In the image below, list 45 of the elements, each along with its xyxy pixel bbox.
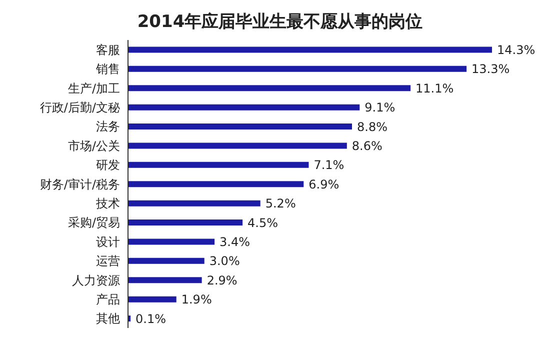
y-tick-label: 行政/后勤/文秘 xyxy=(40,100,120,114)
data-label: 6.9% xyxy=(308,177,340,192)
y-tick-label: 生产/加工 xyxy=(68,81,120,96)
bar xyxy=(128,296,176,302)
data-label: 3.0% xyxy=(209,254,240,268)
bar xyxy=(128,181,304,188)
bar xyxy=(128,124,352,130)
data-label: 4.5% xyxy=(248,216,278,230)
bar xyxy=(128,220,243,226)
bar xyxy=(128,238,215,245)
y-tick-label: 人力资源 xyxy=(72,273,120,288)
data-label: 11.1% xyxy=(416,81,454,96)
chart-title: 2014年应届毕业生最不愿从事的岗位 xyxy=(136,11,424,34)
data-label: 9.1% xyxy=(364,100,396,115)
y-tick-label: 技术 xyxy=(95,196,120,210)
data-label: 5.2% xyxy=(265,196,296,211)
bar xyxy=(128,277,202,284)
y-tick-label: 产品 xyxy=(96,292,120,306)
data-label: 1.9% xyxy=(181,292,212,307)
data-label: 2.9% xyxy=(206,273,238,288)
y-tick-label: 研发 xyxy=(96,158,120,172)
y-tick-label: 其他 xyxy=(96,312,120,326)
data-label: 7.1% xyxy=(314,158,344,172)
bar xyxy=(128,142,347,149)
bar xyxy=(128,104,360,110)
bar xyxy=(128,200,260,206)
bar xyxy=(128,66,467,72)
y-tick-label: 销售 xyxy=(95,62,120,76)
y-tick-label: 客服 xyxy=(96,42,120,57)
bar xyxy=(128,46,492,53)
data-label: 8.8% xyxy=(357,120,388,134)
bar xyxy=(128,85,411,92)
data-label: 3.4% xyxy=(220,234,250,249)
data-label: 8.6% xyxy=(352,138,382,153)
data-label: 14.3% xyxy=(497,42,536,57)
bar xyxy=(128,162,309,168)
data-label: 0.1% xyxy=(136,312,166,326)
bar xyxy=(128,258,204,264)
data-label: 13.3% xyxy=(472,62,510,76)
y-tick-label: 财务/审计/税务 xyxy=(40,177,120,192)
y-tick-label: 设计 xyxy=(96,234,120,249)
y-tick-label: 采购/贸易 xyxy=(68,216,120,230)
y-tick-label: 法务 xyxy=(96,120,120,134)
y-tick-label: 市场/公关 xyxy=(68,138,120,153)
y-tick-label: 运营 xyxy=(96,254,120,268)
